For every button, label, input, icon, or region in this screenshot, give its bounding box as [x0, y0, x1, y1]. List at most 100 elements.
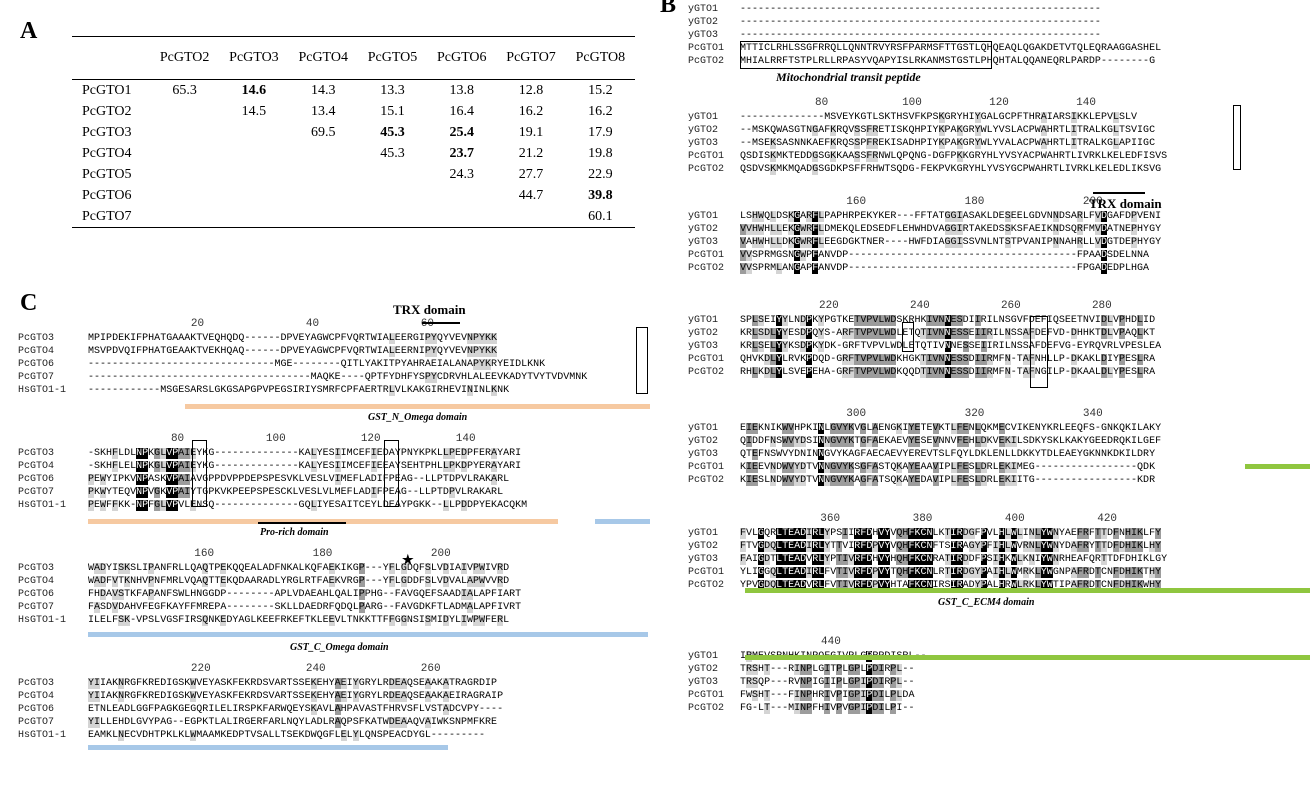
identity-cell [150, 101, 219, 122]
position-ruler: 80 100 120 140 [18, 433, 527, 447]
sequence-name: PcGTO6 [18, 704, 55, 715]
identity-cell [219, 164, 288, 185]
position-number: 160 [194, 548, 215, 560]
alignment-block: 80 100 120 140 yGTO1 --------------MSVEYKGTLS… [688, 97, 1167, 176]
position-number: 400 [1004, 513, 1025, 525]
sequence-row: PcGTO3 MPIPDEKIFPHATGAAAKTVEQHQDQ------DP… [18, 332, 587, 345]
identity-cell: 21.2 [518, 145, 544, 161]
alignment-block: yGTO1 -----------------------------------… [688, 3, 1161, 68]
identity-cell: 19.1 [518, 124, 544, 140]
identity-cell [357, 206, 428, 228]
sequence-residues: VVHWHLLEKGWRFLDMEKQLEDSEDFLEHWHDVAGGIRTA… [740, 224, 1162, 235]
identity-cell: 69.5 [310, 124, 336, 140]
sequence-row: PcGTO3 WADYISKSLIPANFRLLQAQTPEKQQEALADFNK… [18, 562, 521, 575]
sequence-residues: ------------MSGESARSLGKGSAPGPVPEGSIRIYSM… [88, 385, 510, 396]
motif-box-b2 [902, 322, 914, 352]
identity-cell [289, 164, 358, 185]
identity-cell: 15.2 [588, 82, 613, 98]
sequence-residues: MPIPDEKIFPHATGAAAKTVEQHQDQ------DPVEYAGW… [88, 333, 498, 344]
sequence-row: PcGTO2 MHIALRRFTSTPLRLLRPASYVQAPYISLRKANM… [688, 55, 1161, 68]
table-header-cell: PcGTO3 [219, 36, 289, 80]
sequence-name: yGTO1 [688, 423, 719, 434]
sequence-name: PcGTO4 [18, 576, 55, 587]
alignment-block: 220 240 260 PcGTO3 YIIAKNRGFKREDIGSKWVEYASKF… [18, 663, 503, 742]
sequence-row: yGTO3 VAHWHLLDKGWRFLEEGDGKTNER----HWFDIAG… [688, 236, 1161, 249]
sequence-residues: QHVKDLYLRVKPDQD-GRFTVPVLWDKHGKTIVNNESSDI… [740, 354, 1156, 365]
sequence-row: PcGTO2 RHLKDLYLSVEPEHA-GRFTVPVLWDKQQDTIVN… [688, 366, 1161, 379]
table-header-cell [72, 36, 150, 80]
sequence-residues: FG-LT---MINPFHIVPVGPIPDILPI-- [740, 703, 915, 714]
sequence-residues: TRSHT---RINPLGITPLGPLPDIRPL-- [740, 664, 915, 675]
table-row: PcGTO7 60.1 [72, 206, 635, 228]
table-header-cell: PcGTO7 [496, 36, 566, 80]
sequence-name: PcGTO1 [688, 690, 725, 701]
gst-n-omega-line [185, 404, 650, 409]
position-ruler: 300 320 340 [688, 408, 1161, 422]
sequence-name: yGTO1 [688, 112, 719, 123]
sequence-row: PcGTO6 -------------------------------MGE… [18, 358, 587, 371]
sequence-row: PcGTO4 -SKHFLELNPKGLVPAIEYKG-------------… [18, 460, 527, 473]
sequence-row: PcGTO7 FASDVDAHVFEGFKAYFFMREPA--------SKL… [18, 601, 521, 614]
gst-c-omega-label: GST_C_Omega domain [290, 642, 389, 653]
sequence-name: PcGTO6 [18, 589, 55, 600]
table-header-cell: PcGTO4 [288, 36, 358, 80]
sequence-row: PcGTO6 ETNLEADLGGFPAGKGEGQRILELIRSPKFARWQ… [18, 703, 503, 716]
identity-cell: 45.3 [380, 124, 405, 140]
sequence-residues: ILELFSK-VPSLVGSFIRSQNKEDYAGLKEEFRKEFTKLE… [88, 615, 510, 626]
position-number: 80 [170, 433, 185, 445]
identity-cell: 13.3 [380, 82, 405, 98]
sequence-row: PcGTO2 FG-LT---MINPFHIVPVGPIPDILPI-- [688, 702, 926, 715]
identity-cell: 15.1 [380, 103, 405, 119]
position-number: 140 [455, 433, 476, 445]
table-row: PcGTO1 65.3 14.6 14.3 13.3 13.8 12.8 15.2 [72, 80, 635, 102]
sequence-residues: FTVGDQLTEADIRLYTTVIRFDPVYVQHFKCNFTSIRAGY… [740, 541, 1162, 552]
sequence-name: PcGTO7 [18, 717, 55, 728]
sequence-name: HsGTO1-1 [18, 615, 67, 626]
identity-cell: 23.7 [449, 145, 475, 161]
row-label: PcGTO1 [82, 82, 132, 98]
identity-cell: 16.2 [588, 103, 613, 119]
sequence-row: PcGTO1 QHVKDLYLRVKPDQD-GRFTVPVLWDKHGKTIVN… [688, 353, 1161, 366]
position-number: 180 [312, 548, 333, 560]
position-number: 320 [964, 408, 985, 420]
table-row: PcGTO3 69.5 45.3 25.4 19.1 17.9 [72, 122, 635, 143]
sequence-residues: WADFVTKNHVPNFMRLVQAQTTEKQDAARADLYRGLRTFA… [88, 576, 510, 587]
position-number: 220 [818, 300, 839, 312]
identity-cell [219, 143, 288, 164]
sequence-residues: ----------------------------------------… [740, 30, 1101, 41]
row-label: PcGTO7 [72, 206, 150, 228]
sequence-row: PcGTO1 MTTICLRHLSSGFRRQLLQNNTRVYRSFPARMSF… [688, 42, 1161, 55]
sequence-name: yGTO1 [688, 528, 719, 539]
alignment-block: 80 100 120 140 PcGTO3 -SKHFLDLNPKGLVPAIEYKG--… [18, 433, 527, 512]
sequence-residues: LSHWQLDSKGARFLPAPHRPEKYKER---FFTATGGIASA… [740, 211, 1162, 222]
row-label: PcGTO2 [82, 103, 132, 119]
sequence-row: yGTO2 -----------------------------------… [688, 16, 1161, 29]
sequence-residues: PEWFFKK-NPFGLVPVLENSQ--------------GQLIY… [88, 500, 528, 511]
sequence-row: PcGTO6 FHDAVSTKFAPANFSWLHNGGDP--------APL… [18, 588, 521, 601]
position-number: 200 [430, 548, 451, 560]
alignment-block: 360 380 400 420 yGTO1 FVLGQRLTEADIRLYPSIIRFDH… [688, 513, 1167, 592]
sequence-row: PcGTO2 KIESLNDWVYDTVNNGVYKAGFATSQKAYEDAVI… [688, 474, 1161, 487]
sequence-residues: --------------MSVEYKGTLSKTHSVFKPSKGRYHIY… [740, 112, 1138, 123]
position-number: 360 [820, 513, 841, 525]
sequence-row: PcGTO1 QSDISKMKTEDDGSGKKAASSFRNWLQPQNG-DG… [688, 150, 1167, 163]
sequence-residues: WADYISKSLIPANFRLLQAQTPEKQQEALADFNKALKQFA… [88, 563, 510, 574]
sequence-name: yGTO2 [688, 436, 719, 447]
identity-cell [289, 185, 358, 206]
identity-cell: 27.7 [518, 166, 544, 182]
gst-c-omega-line2 [88, 745, 448, 750]
identity-cell [150, 143, 219, 164]
position-number: 340 [1082, 408, 1103, 420]
sequence-row: yGTO3 --MSEKSASNNKAEFKRQSSPFREKISADHPIYKP… [688, 137, 1167, 150]
sequence-row: PcGTO2 QSDVSKMKMQADGSGDKPSFFRHWTSQDG-FEKP… [688, 163, 1167, 176]
sequence-residues: VVSPRMLANGAPFANVDP----------------------… [740, 263, 1150, 274]
position-number: 20 [190, 318, 205, 330]
alignment-block: 440yGTO1IRMEVSRNHKINPQFGIVPLGPRPDISRL--y… [688, 636, 926, 715]
identity-cell [289, 143, 358, 164]
sequence-row: yGTO3 TRSQP---RVNPIGIIPLGPIPDIRPL-- [688, 676, 926, 689]
table-row: PcGTO6 44.7 39.8 [72, 185, 635, 206]
identity-cell: 39.8 [588, 187, 613, 203]
sequence-row: yGTO2 KRLSDLYYESDPQYS-ARFTVPVLWDLETQTIVNN… [688, 327, 1161, 340]
sequence-name: yGTO2 [688, 17, 719, 28]
sequence-name: PcGTO2 [688, 367, 725, 378]
